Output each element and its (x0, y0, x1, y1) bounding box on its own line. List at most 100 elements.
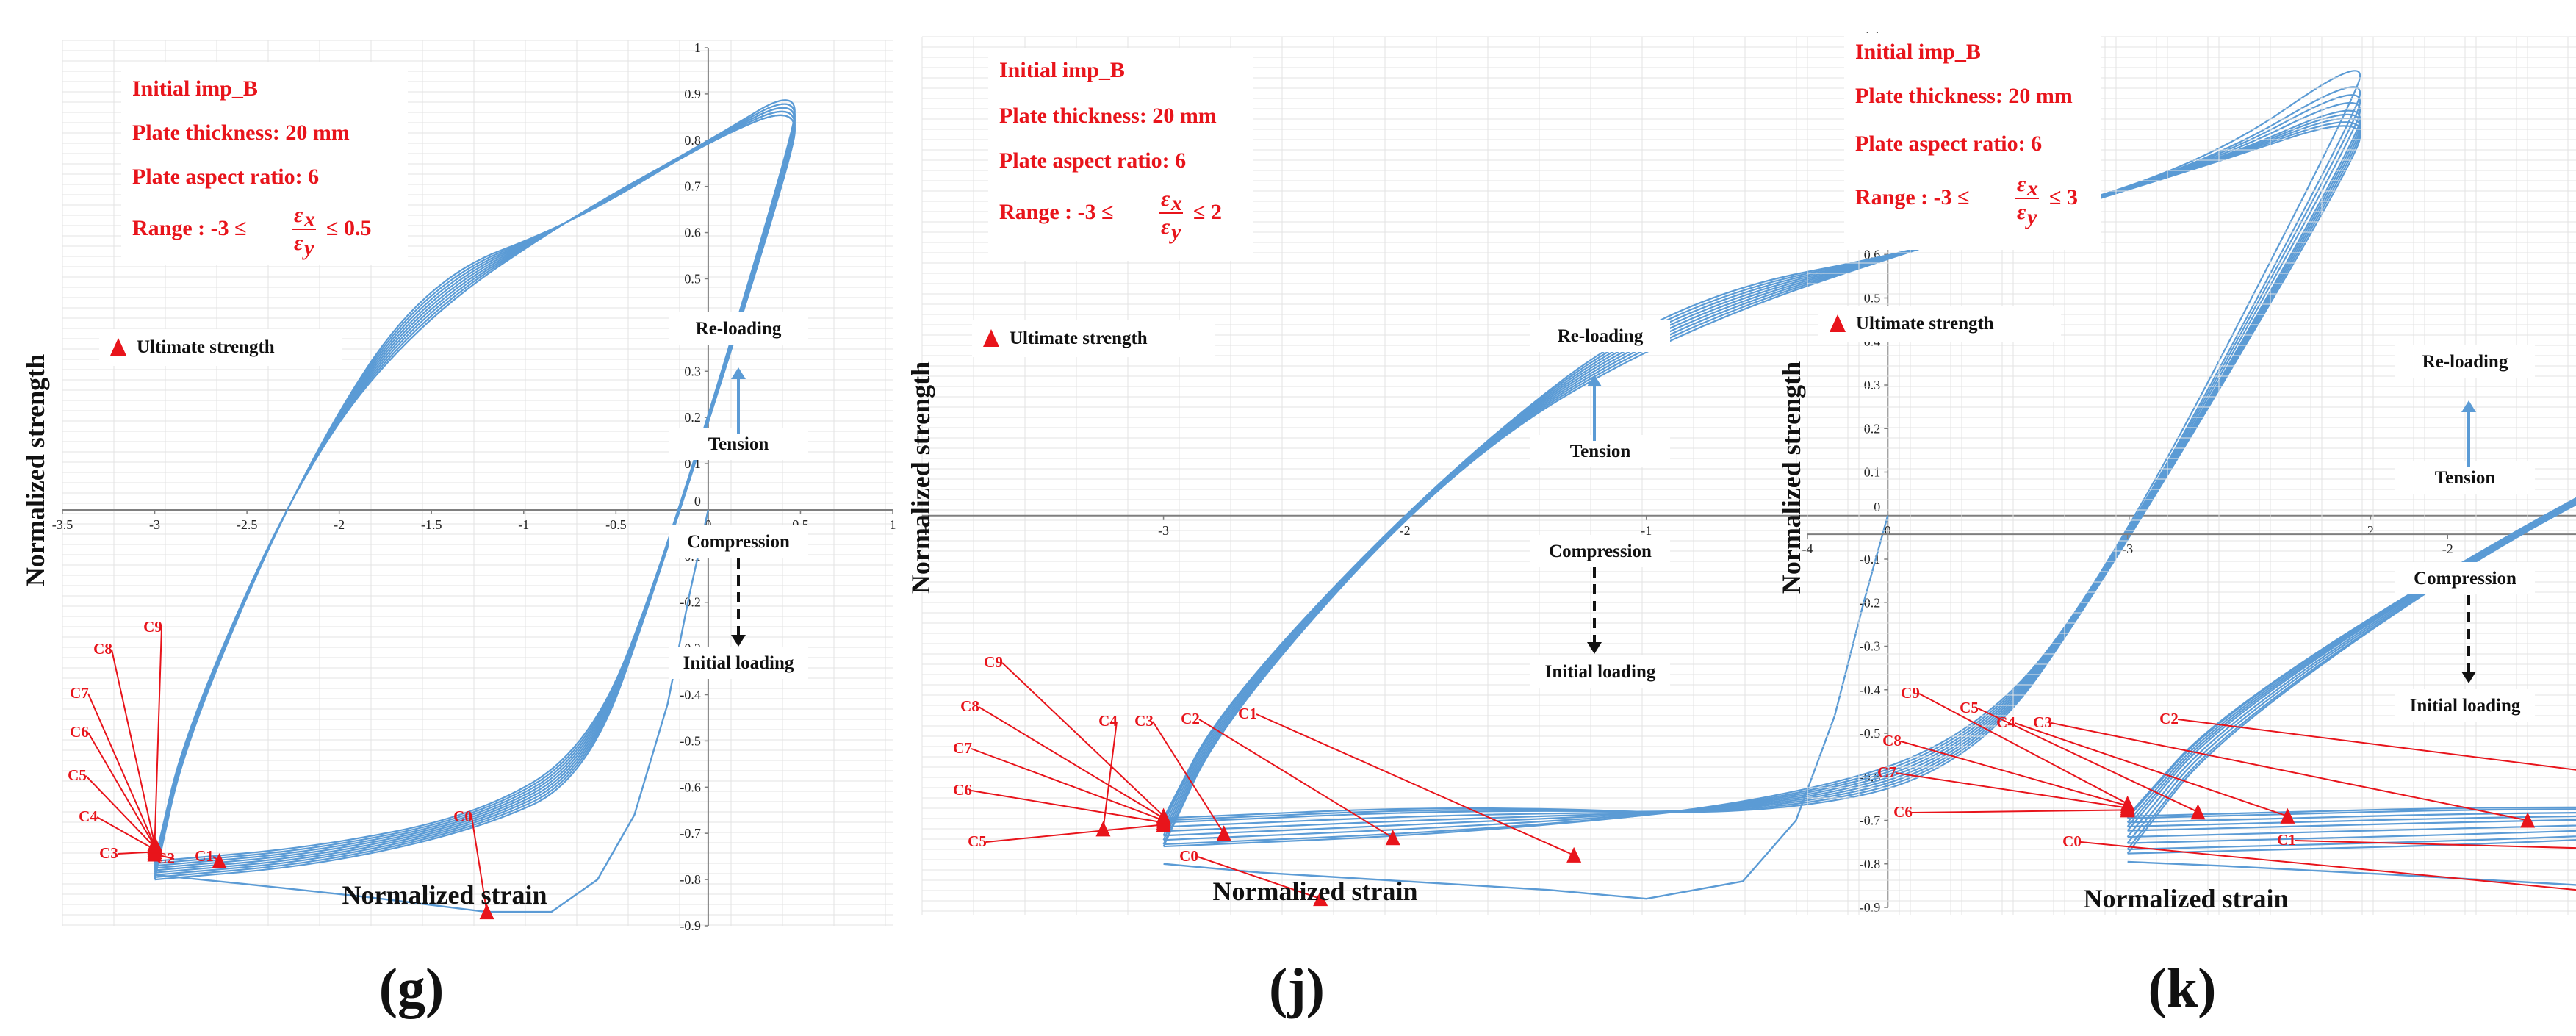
ultimate-marker-c9 (147, 835, 162, 852)
ultimate-marker-c0 (479, 904, 494, 920)
ratio-denominator-sub: y (302, 236, 314, 260)
ultimate-label-c4: C4 (1098, 712, 1118, 730)
legend-box (972, 320, 1215, 357)
ultimate-label-c6: C6 (953, 781, 972, 799)
annotation-box-compression (669, 525, 808, 558)
info-range-prefix: Range : -3 ≤ (1855, 185, 1970, 209)
cycle-curve-2 (2126, 503, 2576, 851)
y-tick-label: -0.5 (1860, 726, 1881, 741)
leader-line-c9 (1918, 693, 2129, 805)
ultimate-label-c3: C3 (2033, 713, 2052, 731)
info-range-prefix: Range : -3 ≤ (999, 200, 1114, 224)
leader-line-c4 (2014, 722, 2288, 817)
leader-line-c7 (971, 748, 1164, 821)
cycle-curve-7 (1162, 118, 2361, 824)
y-tick-label: 0 (694, 494, 701, 508)
y-tick-label: 0.3 (1864, 378, 1881, 392)
annotation-compression: Compression (2414, 569, 2516, 589)
ultimate-label-c8: C8 (1882, 732, 1902, 749)
ultimate-label-c5: C5 (68, 766, 87, 784)
annotation-box-initial_loading (2395, 689, 2535, 722)
ultimate-label-c7: C7 (953, 739, 972, 757)
ultimate-label-c1: C1 (195, 847, 214, 865)
leader-line-c4 (96, 816, 156, 851)
y-axis-title: Normalized strength (21, 354, 50, 586)
info-range-suffix: ≤ 0.5 (326, 216, 371, 240)
leader-line-c6 (1911, 809, 2128, 813)
ultimate-marker-c1 (1566, 846, 1582, 863)
x-tick-label: -4 (1802, 542, 1813, 556)
info-thickness: Plate thickness: 20 mm (1855, 84, 2073, 108)
x-tick-label: -2 (334, 517, 345, 532)
ratio-numerator-sub: x (1170, 191, 1182, 215)
leader-line-c9 (1001, 662, 1165, 817)
annotation-initial-loading: Initial loading (1545, 662, 1656, 682)
y-tick-label: -0.4 (1860, 683, 1881, 697)
panel-label: (j) (1269, 957, 1325, 1019)
ratio-numerator: ε (294, 203, 303, 227)
gridlines (1807, 36, 2576, 915)
annotation-box-tension (2395, 461, 2535, 494)
annotation-compression: Compression (1549, 542, 1652, 561)
leader-line-c7 (1895, 772, 2128, 809)
leader-line-c0 (471, 816, 488, 913)
leader-line-c8 (1900, 741, 2128, 807)
leader-line-c6 (87, 732, 156, 847)
x-tick-label: -2.5 (237, 517, 258, 532)
ratio-denominator: ε (2017, 200, 2026, 224)
info-box (121, 62, 408, 265)
initial-loading-curve (2127, 860, 2576, 886)
leader-line-c6 (971, 790, 1164, 824)
ultimate-marker-c2 (1385, 830, 1400, 846)
ultimate-label-c1: C1 (1238, 705, 1257, 722)
ultimate-label-c2: C2 (2159, 710, 2179, 727)
leader-line-c1 (1256, 713, 1575, 856)
cycle-curve-5 (1162, 109, 2361, 832)
compression-arrow-head (731, 635, 746, 647)
ultimate-marker-c3 (1216, 825, 1231, 841)
annotation-box-reloading (1530, 320, 1670, 352)
compression-arrow-head (1587, 642, 1602, 654)
legend-box (1818, 306, 2061, 342)
ultimate-label-c0: C0 (1179, 847, 1198, 865)
legend-label: Ultimate strength (1010, 328, 1148, 348)
ultimate-label-c7: C7 (1877, 763, 1896, 781)
annotation-tension: Tension (2435, 468, 2496, 488)
legend-label: Ultimate strength (137, 337, 275, 357)
x-tick-label: -2 (1400, 523, 1411, 538)
ultimate-label-c8: C8 (93, 640, 112, 658)
leader-line-c5 (1977, 708, 2198, 813)
y-tick-label: 0.1 (1864, 465, 1881, 480)
y-tick-label: 0.6 (684, 226, 701, 240)
ultimate-marker-c9 (2120, 795, 2135, 811)
y-tick-label: 0.5 (684, 271, 701, 286)
initial-loading-curve (154, 509, 710, 913)
x-axis-title: Normalized strain (2084, 884, 2289, 913)
hysteresis-curves (2126, 497, 2576, 886)
annotation-box-tension (1530, 435, 1670, 467)
ratio-denominator: ε (294, 231, 303, 255)
ultimate-label-c2: C2 (1181, 710, 1200, 727)
ultimate-marker-c4 (2280, 807, 2295, 824)
leader-line-c2 (2177, 719, 2576, 771)
ratio-numerator: ε (1161, 187, 1170, 211)
y-tick-label: -0.9 (1860, 900, 1881, 915)
leader-line-c0 (2080, 841, 2576, 891)
info-aspect-ratio: Plate aspect ratio: 6 (1855, 132, 2042, 156)
ultimate-label-c3: C3 (99, 844, 118, 862)
y-tick-label: 0.7 (684, 179, 701, 194)
x-tick-label: -4 (917, 523, 928, 538)
annotation-box-compression (1530, 535, 1670, 567)
y-tick-label: -0.4 (680, 688, 701, 702)
x-tick-label: -1 (1641, 523, 1652, 538)
annotation-initial-loading: Initial loading (2410, 696, 2521, 716)
ultimate-label-c0: C0 (2062, 832, 2082, 850)
annotation-box-reloading (669, 312, 808, 345)
info-aspect-ratio: Plate aspect ratio: 6 (132, 165, 319, 189)
leader-line-c2 (1198, 719, 1394, 839)
x-tick-label: -1 (518, 517, 529, 532)
cycle-curve-9 (154, 114, 796, 881)
ultimate-label-c5: C5 (1960, 699, 1979, 716)
compression-arrow-head (2461, 672, 2476, 683)
